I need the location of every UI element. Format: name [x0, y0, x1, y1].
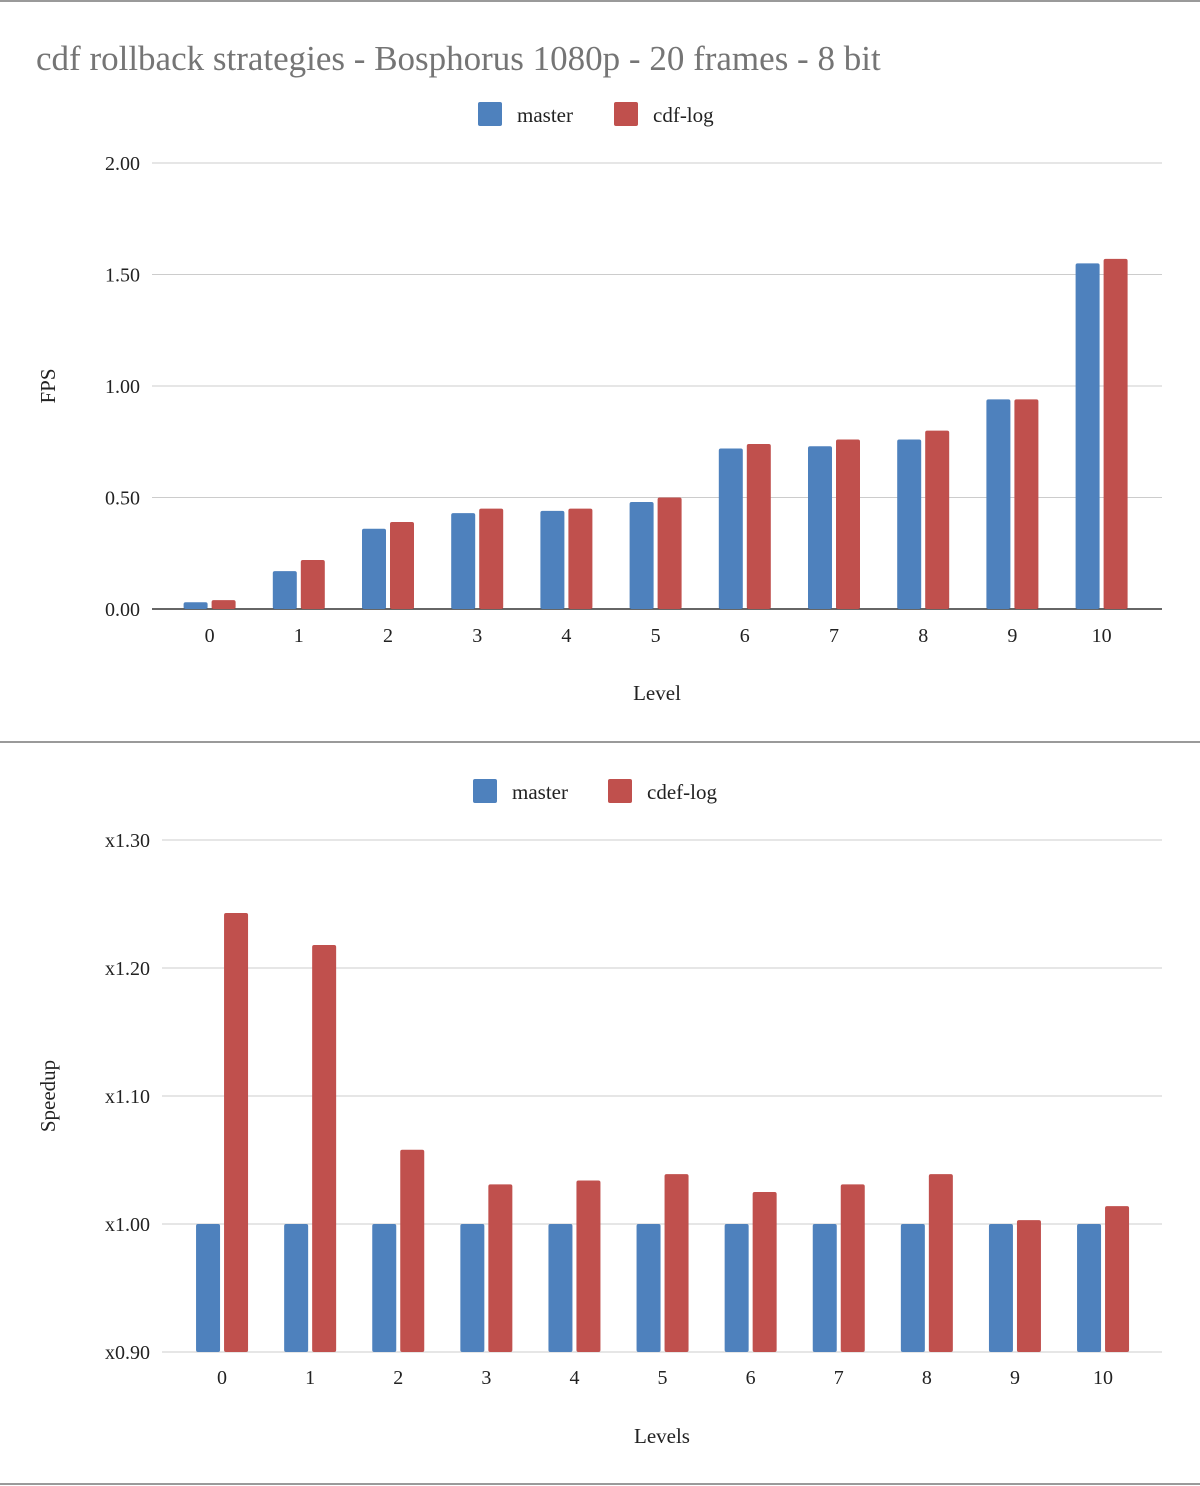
bar-cdef-log-level-3: [488, 1184, 513, 1352]
bar-master-level-7: [812, 1224, 837, 1352]
bar-master-level-4: [548, 1224, 573, 1352]
x-tick-label: 2: [393, 1367, 403, 1389]
bar-cdef-log-level-6: [752, 1192, 777, 1352]
x-tick-label: 5: [658, 1367, 668, 1389]
y-tick-label: x0.90: [105, 1342, 150, 1364]
legend-swatch-cdf-log: [614, 102, 638, 126]
bar-cdf-log-level-1: [300, 559, 325, 609]
x-tick-label: 10: [1092, 625, 1112, 647]
legend-label-cdf-log: cdf-log: [653, 103, 714, 127]
legend-label-master: master: [512, 780, 568, 804]
bar-cdef-log-level-8: [928, 1174, 953, 1352]
bar-master-level-10: [1075, 263, 1100, 609]
x-axis-title: Levels: [634, 1424, 690, 1448]
bar-cdef-log-level-4: [576, 1180, 601, 1352]
bar-cdf-log-level-6: [746, 443, 771, 609]
bar-master-level-4: [540, 510, 565, 609]
bar-master-level-9: [986, 399, 1011, 609]
x-tick-label: 1: [294, 625, 304, 647]
bar-master-level-3: [460, 1224, 485, 1352]
bar-cdef-log-level-9: [1016, 1220, 1041, 1352]
bar-cdf-log-level-10: [1103, 258, 1128, 609]
bar-master-level-9: [988, 1224, 1013, 1352]
bar-master-level-1: [272, 571, 297, 609]
y-tick-label: 1.50: [105, 265, 140, 287]
legend-swatch-master: [473, 779, 497, 803]
bar-cdf-log-level-5: [657, 497, 682, 609]
x-axis-title: Level: [633, 681, 681, 705]
bar-master-level-8: [900, 1224, 925, 1352]
y-tick-label: x1.30: [105, 830, 150, 852]
y-tick-label: 1.00: [105, 376, 140, 398]
x-tick-label: 4: [569, 1367, 579, 1389]
bottom-border: [0, 1483, 1200, 1485]
x-tick-label: 2: [383, 625, 393, 647]
bar-cdf-log-level-8: [925, 430, 950, 609]
y-tick-label: x1.20: [105, 958, 150, 980]
bar-cdf-log-level-3: [479, 508, 504, 609]
bar-cdf-log-level-0: [211, 600, 236, 609]
bar-cdf-log-level-4: [568, 508, 593, 609]
x-tick-label: 3: [481, 1367, 491, 1389]
legend-swatch-cdef-log: [608, 779, 632, 803]
chart-title: cdf rollback strategies - Bosphorus 1080…: [36, 39, 881, 78]
x-tick-label: 4: [561, 625, 571, 647]
bar-master-level-10: [1077, 1224, 1102, 1352]
x-tick-label: 6: [740, 625, 750, 647]
legend-label-cdef-log: cdef-log: [647, 780, 717, 804]
speedup-bar-chart: master cdef-log x0.90 x1.00 x1.10 x1.20 x1.30 0…: [36, 779, 1162, 1448]
bar-cdf-log-level-2: [390, 522, 414, 609]
fps-bar-chart: cdf rollback strategies - Bosphorus 1080…: [36, 39, 1162, 705]
x-tick-label: 6: [746, 1367, 756, 1389]
bar-master-level-2: [362, 528, 386, 609]
y-tick-label: 2.00: [105, 153, 140, 175]
bar-cdef-log-level-2: [400, 1149, 425, 1352]
bar-cdf-log-level-7: [836, 439, 860, 609]
legend-swatch-master: [478, 102, 502, 126]
x-tick-label: 5: [651, 625, 661, 647]
bar-cdef-log-level-10: [1105, 1206, 1130, 1352]
bar-cdf-log-level-9: [1014, 399, 1039, 609]
x-tick-label: 9: [1010, 1367, 1020, 1389]
legend-label-master: master: [517, 103, 573, 127]
bar-master-level-5: [636, 1224, 661, 1352]
x-tick-label: 0: [205, 625, 215, 647]
bar-master-level-8: [897, 439, 922, 609]
x-tick-label: 7: [834, 1367, 844, 1389]
y-tick-label: 0.50: [105, 488, 140, 510]
chart-divider: [0, 741, 1200, 743]
bar-master-level-0: [183, 602, 208, 609]
x-tick-label: 9: [1007, 625, 1017, 647]
bar-master-level-3: [451, 513, 476, 609]
bar-master-level-0: [196, 1224, 221, 1352]
bar-master-level-6: [718, 448, 743, 609]
x-tick-label: 3: [472, 625, 482, 647]
bar-master-level-5: [629, 501, 654, 609]
x-tick-label: 7: [829, 625, 839, 647]
bar-cdef-log-level-0: [224, 912, 249, 1352]
y-tick-label: x1.10: [105, 1086, 150, 1108]
bar-master-level-6: [724, 1224, 749, 1352]
y-axis-title: Speedup: [36, 1060, 60, 1132]
x-tick-label: 8: [922, 1367, 932, 1389]
bar-master-level-1: [284, 1224, 309, 1352]
y-axis-title: FPS: [36, 368, 60, 403]
bar-master-level-7: [808, 446, 832, 609]
y-tick-label: 0.00: [105, 599, 140, 621]
y-tick-label: x1.00: [105, 1214, 150, 1236]
top-border: [0, 0, 1200, 2]
x-tick-label: 8: [918, 625, 928, 647]
bar-cdef-log-level-7: [840, 1184, 865, 1352]
x-tick-label: 10: [1093, 1367, 1113, 1389]
x-tick-label: 1: [305, 1367, 315, 1389]
bar-cdef-log-level-1: [312, 944, 337, 1352]
bar-cdef-log-level-5: [664, 1174, 689, 1352]
x-tick-label: 0: [217, 1367, 227, 1389]
bar-master-level-2: [372, 1224, 397, 1352]
